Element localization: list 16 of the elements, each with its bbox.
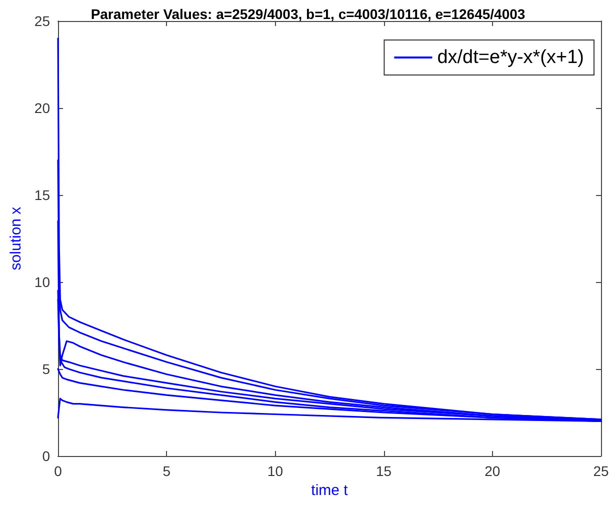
y-tick-label: 25: [34, 13, 50, 29]
y-tick-label: 20: [34, 100, 50, 116]
x-tick-label: 25: [593, 463, 609, 479]
x-tick-label: 5: [162, 463, 171, 479]
y-tick-label: 10: [34, 274, 50, 290]
x-tick-label: 15: [376, 463, 392, 479]
y-tick-label: 5: [42, 361, 50, 377]
x-tick-label: 0: [54, 463, 62, 479]
x-tick-label: 10: [267, 463, 284, 479]
chart-title: Parameter Values: a=2529/4003, b=1, c=4003/10116, e=12645/4003: [90, 6, 526, 22]
legend-label: dx/dt=e*y-x*(x+1): [437, 47, 584, 68]
x-tick-label: 20: [484, 463, 500, 479]
x-axis-title: time t: [311, 482, 349, 499]
y-tick-label: 0: [42, 448, 50, 464]
y-axis-title: solution x: [8, 206, 25, 270]
y-tick-label: 15: [34, 187, 50, 203]
